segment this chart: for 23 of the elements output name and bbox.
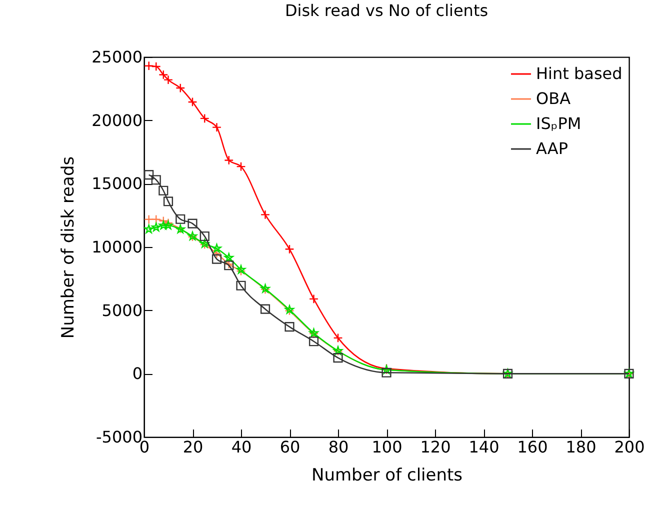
y-tick-label: 0 (132, 364, 142, 384)
x-tick-label: 40 (231, 438, 252, 456)
y-tick-label: 10000 (92, 238, 142, 256)
x-tick-label: 20 (182, 438, 204, 456)
x-tick-label: 100 (372, 438, 402, 456)
y-axis-title: Number of disk reads (58, 156, 79, 339)
y-tick-label: 20000 (92, 110, 142, 130)
chart-title: Disk read vs No of clients (284, 1, 488, 20)
legend-label: Hint based (536, 64, 622, 83)
legend-label: ISₚPM (536, 114, 582, 133)
x-tick-label: 120 (420, 438, 451, 456)
legend-label: OBA (536, 89, 571, 108)
x-tick-label: 140 (468, 438, 500, 456)
x-tick-label: 180 (566, 438, 596, 456)
y-tick-label: 15000 (92, 174, 142, 194)
legend-label: AAP (536, 139, 568, 158)
x-tick-label: 160 (517, 438, 548, 456)
x-axis-title: Number of clients (311, 466, 463, 486)
y-tick-label: 25000 (92, 48, 142, 66)
x-tick-label: 60 (280, 438, 300, 456)
x-tick-label: 200 (614, 438, 645, 456)
y-tick-label: 5000 (102, 300, 142, 320)
x-tick-label: 80 (328, 438, 349, 456)
